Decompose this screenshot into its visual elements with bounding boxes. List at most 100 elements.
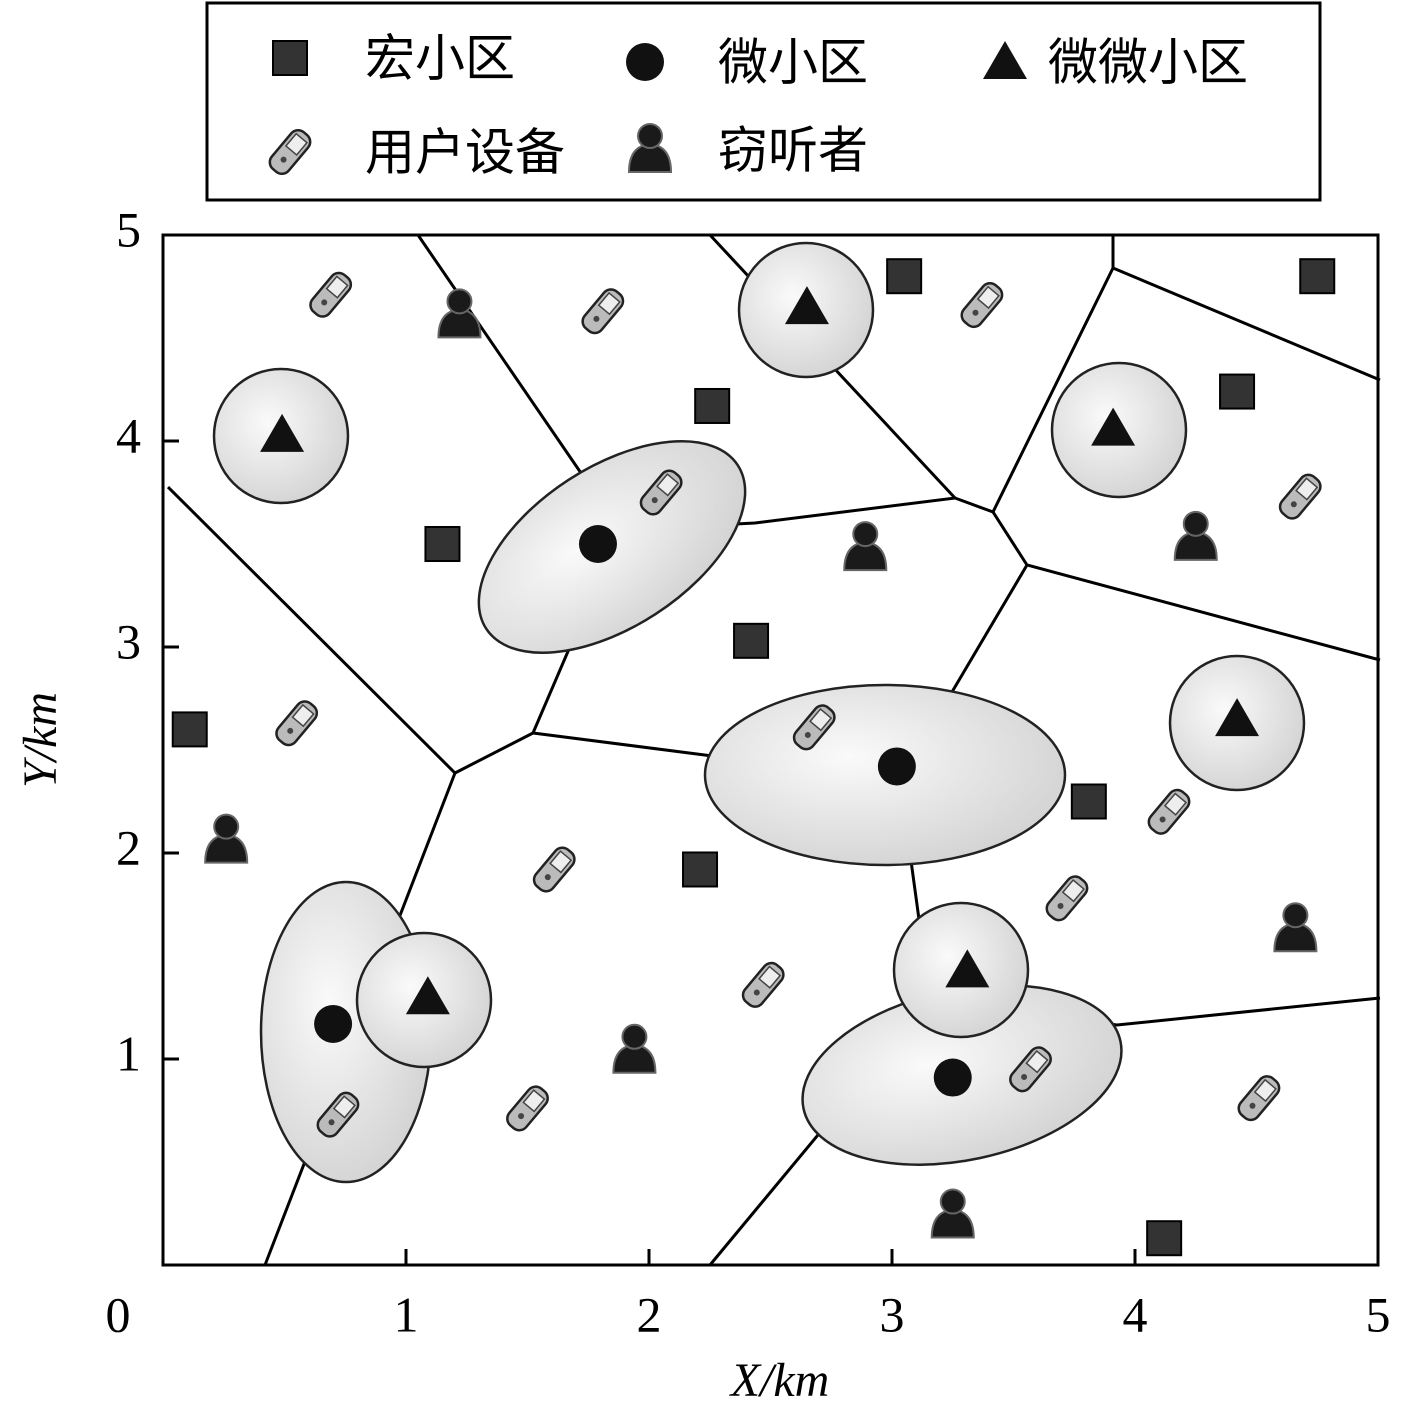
triangle-shape <box>784 286 829 325</box>
phone-screen <box>1061 878 1085 903</box>
marker-square <box>694 387 731 424</box>
square-shape <box>694 387 731 424</box>
phone-body <box>506 1085 549 1132</box>
person-head <box>1282 902 1309 929</box>
marker-phone <box>581 288 625 335</box>
marker-square <box>1070 783 1107 820</box>
square-shape <box>272 40 308 76</box>
phone-body <box>532 846 576 893</box>
phone-screen <box>758 965 782 989</box>
marker-square <box>1146 1220 1183 1257</box>
phone-button <box>544 874 551 881</box>
marker-phone <box>960 282 1004 329</box>
marker-square <box>682 851 719 888</box>
phone-button <box>1159 816 1166 823</box>
marker-triangle <box>945 949 990 988</box>
marker-circle <box>578 525 617 563</box>
phone-button <box>1290 501 1297 508</box>
x-axis-label: X/km <box>729 1354 830 1407</box>
y-tick-label: 4 <box>116 407 141 463</box>
phone-screen <box>809 707 833 732</box>
triangle-shape <box>260 413 305 452</box>
triangle-shape <box>983 41 1027 79</box>
marker-phone <box>1045 875 1089 922</box>
person-head <box>637 123 663 149</box>
phone-button <box>1057 902 1064 909</box>
phone-button <box>287 727 294 734</box>
phone-screen <box>332 1095 356 1119</box>
phone-screen <box>1025 1049 1049 1074</box>
marker-person <box>1173 510 1218 561</box>
marker-phone <box>1278 473 1322 520</box>
phone-button <box>1249 1102 1256 1109</box>
legend-label: 微小区 <box>718 34 868 92</box>
square-shape <box>886 258 923 295</box>
marker-person <box>612 1023 657 1074</box>
x-tick-label: 4 <box>1123 1286 1148 1342</box>
marker-triangle <box>405 976 450 1015</box>
marker-triangle <box>784 286 829 325</box>
phone-screen <box>325 275 349 299</box>
phone-body <box>275 700 319 747</box>
phone-button <box>804 732 811 739</box>
marker-phone <box>1237 1075 1281 1122</box>
marker-phone <box>1009 1046 1052 1093</box>
legend-label: 微微小区 <box>1048 34 1248 92</box>
phone-screen <box>1253 1078 1277 1103</box>
phone-body <box>792 704 836 751</box>
marker-square <box>733 622 770 659</box>
phone-body <box>1147 788 1191 835</box>
phone-body <box>639 469 683 516</box>
phone-screen <box>291 703 315 728</box>
square-shape <box>1219 373 1256 410</box>
marker-phone <box>1147 788 1191 835</box>
phone-screen <box>976 285 1000 310</box>
phone-button <box>1021 1073 1028 1080</box>
x-tick-label: 0 <box>106 1286 131 1342</box>
phone-button <box>328 1119 335 1126</box>
phone-screen <box>522 1089 546 1113</box>
square-shape <box>171 711 208 748</box>
legend-label: 宏小区 <box>365 30 515 88</box>
person-head <box>621 1023 648 1050</box>
marker-square <box>1299 258 1336 295</box>
x-tick-label: 3 <box>880 1286 905 1342</box>
phone-screen <box>1163 792 1188 816</box>
marker-triangle <box>1091 407 1136 446</box>
phone-button <box>593 315 600 322</box>
circle-shape <box>933 1058 972 1097</box>
phone-screen <box>597 291 621 316</box>
square-shape <box>682 851 719 888</box>
person-head <box>852 521 879 548</box>
phone-body <box>960 282 1004 329</box>
square-shape <box>1146 1220 1183 1257</box>
phone-body <box>741 961 785 1008</box>
triangle-shape <box>945 949 990 988</box>
marker-phone <box>506 1085 549 1132</box>
triangle-shape <box>405 976 450 1015</box>
y-tick-label: 3 <box>116 613 141 669</box>
marker-square <box>886 258 923 295</box>
legend-label: 窃听者 <box>718 122 868 180</box>
marker-square <box>171 711 208 748</box>
legend-box <box>205 1 1322 202</box>
y-tick-label: 5 <box>116 201 141 257</box>
marker-phone <box>316 1091 360 1138</box>
square-shape <box>733 622 770 659</box>
phone-body <box>581 288 625 335</box>
marker-circle <box>626 43 664 81</box>
marker-phone <box>268 128 312 176</box>
circle-shape <box>314 1004 353 1043</box>
square-shape <box>1299 258 1336 295</box>
person-head <box>446 288 473 315</box>
phone-body <box>316 1091 360 1138</box>
marker-person <box>1273 902 1318 953</box>
triangle-shape <box>1215 698 1260 737</box>
person-head <box>1182 510 1209 537</box>
marker-phone <box>639 469 683 516</box>
marker-triangle <box>983 41 1027 79</box>
phone-button <box>972 309 979 316</box>
phone-body <box>1278 473 1322 520</box>
marker-triangle <box>260 413 305 452</box>
